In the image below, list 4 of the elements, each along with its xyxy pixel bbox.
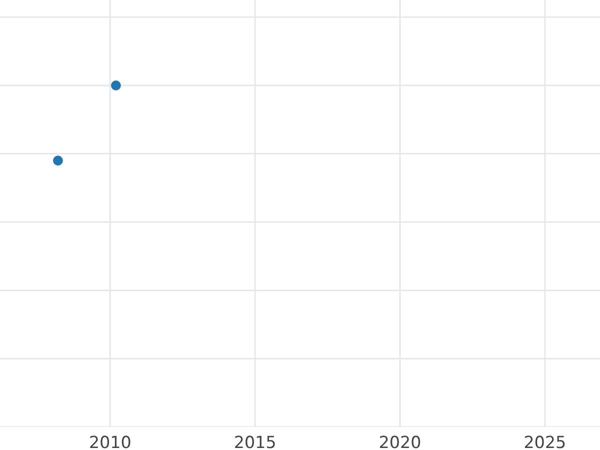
- x-tick-label: 2015: [235, 436, 275, 448]
- x-tick-label: 2020: [380, 436, 420, 448]
- x-tick-label: 2010: [90, 436, 130, 448]
- x-tick-label: 2025: [524, 436, 565, 448]
